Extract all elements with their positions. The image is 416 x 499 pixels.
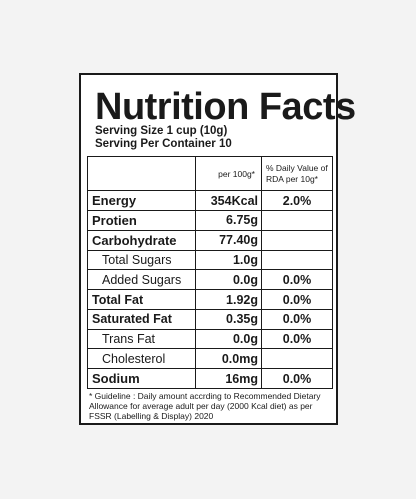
- nutrient-name: Energy: [87, 190, 196, 212]
- nutrient-value: 1.92g: [195, 289, 262, 310]
- nutrient-name: Total Sugars: [87, 249, 196, 271]
- nutrient-name: Trans Fat: [87, 328, 196, 350]
- table-row: Energy 354Kcal 2.0%: [87, 190, 333, 212]
- serving-per-container: Serving Per Container 10: [95, 138, 232, 150]
- nutrient-rda: [261, 229, 333, 251]
- nutrition-table: per 100g* % Daily Value of RDA per 10g* …: [87, 155, 333, 389]
- nutrient-value: 0.0g: [195, 269, 262, 291]
- header-rda: % Daily Value of RDA per 10g*: [261, 155, 333, 192]
- nutrient-name: Sodium: [87, 368, 196, 389]
- nutrient-rda: [261, 210, 333, 231]
- nutrient-rda: 0.0%: [261, 328, 333, 350]
- nutrient-value: 0.35g: [195, 308, 262, 330]
- nutrient-value: 6.75g: [195, 210, 262, 231]
- nutrient-name: Added Sugars: [87, 269, 196, 291]
- nutrient-value: 0.0g: [195, 328, 262, 350]
- table-row: Saturated Fat 0.35g 0.0%: [87, 308, 333, 330]
- nutrient-value: 0.0mg: [195, 348, 262, 370]
- table-row: Total Sugars 1.0g: [87, 249, 333, 271]
- table-row: Added Sugars 0.0g 0.0%: [87, 269, 333, 291]
- nutrient-value: 77.40g: [195, 229, 262, 251]
- nutrient-name: Protien: [87, 210, 196, 231]
- serving-size: Serving Size 1 cup (10g): [95, 125, 228, 137]
- table-header-row: per 100g* % Daily Value of RDA per 10g*: [87, 155, 333, 192]
- table-row: Trans Fat 0.0g 0.0%: [87, 328, 333, 350]
- nutrient-rda: 0.0%: [261, 308, 333, 330]
- nutrient-name: Saturated Fat: [87, 308, 196, 330]
- header-per-100g: per 100g*: [195, 155, 262, 192]
- nutrient-rda: 0.0%: [261, 368, 333, 389]
- nutrient-rda: 0.0%: [261, 289, 333, 310]
- table-row: Cholesterol 0.0mg: [87, 348, 333, 370]
- nutrient-rda: [261, 348, 333, 370]
- nutrient-value: 1.0g: [195, 249, 262, 271]
- nutrient-name: Cholesterol: [87, 348, 196, 370]
- label-title: Nutrition Facts: [95, 86, 356, 128]
- nutrient-name: Carbohydrate: [87, 229, 196, 251]
- header-empty-cell: [87, 155, 196, 192]
- nutrient-name: Total Fat: [87, 289, 196, 310]
- table-row: Carbohydrate 77.40g: [87, 229, 333, 251]
- guideline-footnote: * Guideline : Daily amount accrding to R…: [89, 391, 321, 421]
- table-row: Total Fat 1.92g 0.0%: [87, 289, 333, 310]
- nutrient-rda: 2.0%: [261, 190, 333, 212]
- nutrient-value: 354Kcal: [195, 190, 262, 212]
- nutrient-rda: [261, 249, 333, 271]
- nutrient-rda: 0.0%: [261, 269, 333, 291]
- table-row: Sodium 16mg 0.0%: [87, 368, 333, 389]
- nutrient-value: 16mg: [195, 368, 262, 389]
- nutrition-label: Nutrition Facts Serving Size 1 cup (10g)…: [79, 73, 356, 425]
- table-row: Protien 6.75g: [87, 210, 333, 231]
